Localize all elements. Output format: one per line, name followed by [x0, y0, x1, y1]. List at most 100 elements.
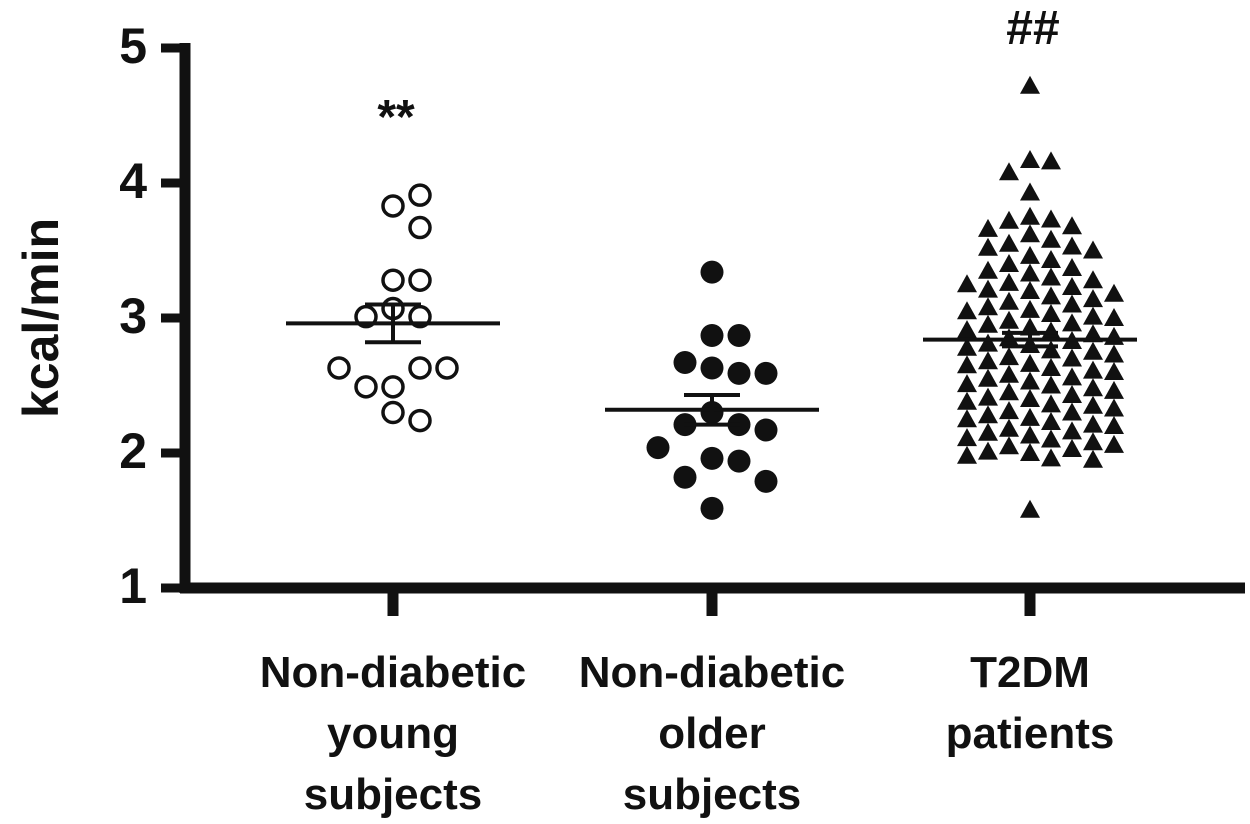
data-point [1083, 240, 1103, 259]
data-point [1041, 229, 1061, 248]
data-point [999, 254, 1019, 272]
data-point [978, 441, 998, 460]
data-point [978, 368, 998, 387]
data-point [1083, 449, 1103, 468]
data-point [957, 320, 977, 339]
data-point [1083, 360, 1103, 379]
data-point [999, 310, 1019, 329]
data-point [381, 375, 405, 399]
data-point [1041, 375, 1061, 394]
data-point [327, 356, 351, 380]
data-point [435, 356, 459, 380]
data-point [408, 408, 432, 433]
data-point [700, 356, 724, 380]
data-point [999, 233, 1019, 252]
data-point [999, 418, 1019, 437]
data-point [1104, 434, 1124, 453]
data-point [1104, 398, 1124, 417]
data-point [978, 279, 998, 298]
x-tick-label: older [658, 709, 766, 758]
data-point [1020, 499, 1040, 518]
data-point [1020, 281, 1040, 299]
data-point [754, 361, 778, 385]
data-point [1062, 313, 1082, 332]
data-point [978, 333, 998, 352]
data-point [957, 445, 977, 464]
data-point [978, 260, 998, 279]
data-point [1020, 353, 1040, 372]
data-point [1020, 389, 1040, 407]
data-point [1083, 432, 1103, 451]
data-point [754, 469, 778, 493]
data-point [408, 268, 432, 292]
data-point [1041, 286, 1061, 305]
data-point [1041, 303, 1061, 322]
data-point [1020, 299, 1040, 318]
data-point [700, 324, 724, 348]
data-point [1062, 367, 1082, 386]
data-point [1062, 294, 1082, 313]
data-point [700, 260, 724, 284]
data-point [754, 418, 778, 442]
data-point [1083, 414, 1103, 433]
data-point [957, 301, 977, 320]
y-tick-label: 2 [119, 423, 147, 479]
data-point [1020, 425, 1040, 444]
data-point [673, 351, 697, 375]
data-point [408, 215, 432, 240]
data-point [1083, 306, 1103, 325]
data-point [381, 268, 405, 292]
data-point [727, 449, 751, 473]
data-point [1020, 245, 1040, 264]
data-point [978, 351, 998, 370]
data-point [1020, 443, 1040, 461]
data-point [1062, 276, 1082, 295]
data-point [1041, 321, 1061, 340]
data-point [1062, 348, 1082, 367]
x-tick-label: subjects [623, 770, 802, 819]
y-tick-label: 5 [119, 18, 147, 74]
data-point [1020, 371, 1040, 390]
data-point [700, 446, 724, 470]
data-point [1041, 411, 1061, 430]
data-point [354, 375, 378, 399]
data-point [999, 328, 1019, 347]
data-point [999, 210, 1019, 229]
data-point [999, 162, 1019, 181]
data-point [978, 387, 998, 406]
data-point [978, 218, 998, 237]
data-point [381, 194, 405, 218]
data-point [1104, 344, 1124, 363]
data-point [1062, 421, 1082, 440]
data-point [1041, 267, 1061, 286]
data-point [408, 183, 432, 207]
data-point [957, 355, 977, 374]
data-point [1041, 249, 1061, 268]
data-point [978, 314, 998, 333]
y-tick-label: 3 [119, 288, 147, 344]
x-tick-label: T2DM [970, 648, 1090, 697]
data-point [1062, 216, 1082, 235]
data-point [1104, 362, 1124, 380]
data-point [1104, 283, 1124, 302]
data-point [1041, 429, 1061, 448]
data-point [957, 391, 977, 410]
data-point [727, 324, 751, 348]
data-point [1062, 258, 1082, 277]
data-point [957, 374, 977, 393]
y-tick-label: 1 [119, 558, 147, 614]
data-point [1083, 378, 1103, 397]
data-point [957, 409, 977, 428]
data-point [999, 347, 1019, 366]
data-point [1083, 395, 1103, 414]
data-point [1083, 341, 1103, 360]
data-point [1062, 384, 1082, 403]
data-point [1062, 438, 1082, 457]
data-point [957, 274, 977, 293]
data-point [673, 465, 697, 489]
x-tick-label: patients [946, 709, 1115, 758]
data-point [1041, 394, 1061, 413]
data-point [999, 364, 1019, 383]
